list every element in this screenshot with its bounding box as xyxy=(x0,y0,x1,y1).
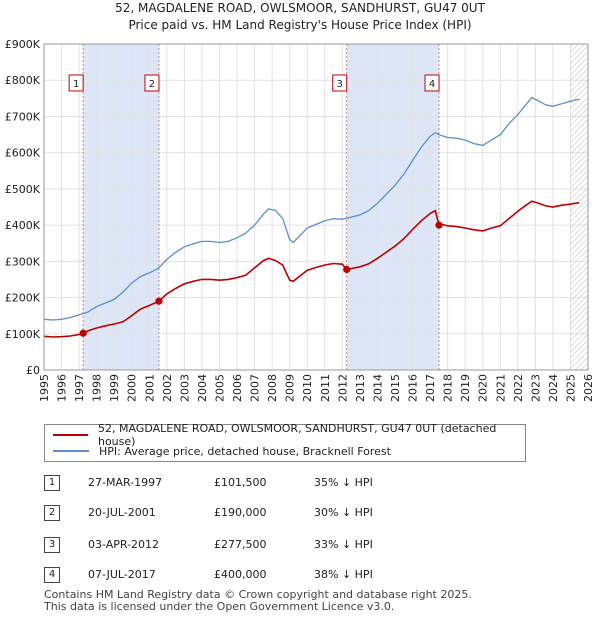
sale-marker-box xyxy=(424,74,440,92)
legend: 52, MAGDALENE ROAD, OWLSMOOR, SANDHURST,… xyxy=(44,422,526,462)
y-tick-label: £700K xyxy=(5,110,41,123)
transaction-number: 3 xyxy=(44,537,60,553)
transaction-date: 03-APR-2012 xyxy=(88,538,160,551)
x-tick-label: 2013 xyxy=(354,374,367,402)
sale-marker-box xyxy=(68,74,84,92)
y-tick-label: £300K xyxy=(5,255,41,268)
x-tick-label: 2026 xyxy=(582,374,595,402)
legend-label-property: 52, MAGDALENE ROAD, OWLSMOOR, SANDHURST,… xyxy=(97,422,497,448)
chart-subtitle: Price paid vs. HM Land Registry's House … xyxy=(128,18,472,32)
x-tick-label: 2001 xyxy=(143,374,156,402)
transaction-hpi-diff: 38% ↓ HPI xyxy=(314,568,373,581)
transaction-date: 20-JUL-2001 xyxy=(88,506,156,519)
transaction-date: 07-JUL-2017 xyxy=(88,568,156,581)
x-tick-label: 2010 xyxy=(301,374,314,402)
hpi-line xyxy=(43,96,580,321)
x-tick-label: 1997 xyxy=(73,374,86,402)
y-tick-label: £400K xyxy=(5,219,41,232)
sale-point xyxy=(155,297,163,305)
x-tick-label: 2017 xyxy=(424,374,437,402)
x-tick-label: 2018 xyxy=(442,374,455,402)
shaded-period xyxy=(83,44,159,370)
transaction-hpi-diff: 30% ↓ HPI xyxy=(314,506,373,519)
legend-item-property: 52, MAGDALENE ROAD, OWLSMOOR, SANDHURST,… xyxy=(53,422,525,448)
transaction-price: £400,000 xyxy=(214,568,267,581)
footer-licence: This data is licensed under the Open Gov… xyxy=(44,600,395,613)
forecast-hatch xyxy=(570,44,588,370)
x-tick-label: 2022 xyxy=(512,374,525,402)
transaction-number: 1 xyxy=(44,475,60,491)
sale-marker-label: 1 xyxy=(73,79,79,90)
y-tick-label: £600K xyxy=(5,147,41,160)
plot-frame xyxy=(43,43,589,371)
y-tick-label: £0 xyxy=(26,364,40,377)
x-tick-label: 2012 xyxy=(336,374,349,402)
x-tick-label: 2002 xyxy=(161,374,174,402)
legend-label-hpi: HPI: Average price, detached house, Brac… xyxy=(99,444,391,458)
x-tick-label: 2025 xyxy=(564,374,577,402)
x-tick-label: 2008 xyxy=(266,374,279,402)
x-tick-label: 2021 xyxy=(494,374,507,402)
y-tick-label: £800K xyxy=(5,74,41,87)
price-chart: 1 2 3 4 £0 £100K £200K £300K £400K £500K £600K £70… xyxy=(5,38,595,402)
x-tick-label: 2000 xyxy=(126,374,139,402)
x-tick-label: 1996 xyxy=(56,374,69,402)
legend-swatch-property xyxy=(53,434,88,436)
transaction-row: 3 03-APR-2012 £277,500 33% ↓ HPI xyxy=(44,537,564,555)
x-tick-label: 2024 xyxy=(547,374,560,402)
transaction-price: £190,000 xyxy=(214,506,267,519)
x-tick-label: 2020 xyxy=(477,374,490,402)
x-tick-label: 2016 xyxy=(407,374,420,402)
sale-marker-label: 3 xyxy=(337,79,343,90)
x-tick-label: 2003 xyxy=(178,374,191,402)
legend-item-hpi: HPI: Average price, detached house, Brac… xyxy=(53,443,391,459)
x-tick-label: 2019 xyxy=(459,374,472,402)
transaction-row: 4 07-JUL-2017 £400,000 38% ↓ HPI xyxy=(44,567,564,585)
transaction-date: 27-MAR-1997 xyxy=(88,476,163,489)
sale-marker-box xyxy=(332,74,348,92)
x-tick-label: 2005 xyxy=(213,374,226,402)
transaction-number: 2 xyxy=(44,505,60,521)
x-tick-label: 2011 xyxy=(319,374,332,402)
sale-point xyxy=(435,221,443,229)
sale-point xyxy=(79,329,87,337)
legend-swatch-hpi xyxy=(53,450,89,452)
x-tick-label: 1999 xyxy=(108,374,121,402)
transaction-price: £277,500 xyxy=(214,538,267,551)
x-tick-label: 2023 xyxy=(529,374,542,402)
y-tick-label: £100K xyxy=(5,328,41,341)
transaction-price: £101,500 xyxy=(214,476,267,489)
x-tick-label: 1995 xyxy=(38,374,51,402)
property-price-line xyxy=(43,200,580,338)
footer: Contains HM Land Registry data © Crown c… xyxy=(44,589,472,613)
transaction-hpi-diff: 33% ↓ HPI xyxy=(314,538,373,551)
transaction-row: 1 27-MAR-1997 £101,500 35% ↓ HPI xyxy=(44,475,564,493)
sale-marker-label: 2 xyxy=(149,79,155,90)
y-tick-label: £500K xyxy=(5,183,41,196)
sale-marker-box xyxy=(144,74,160,92)
x-tick-label: 2015 xyxy=(389,374,402,402)
sale-marker-label: 4 xyxy=(429,79,435,90)
sale-point xyxy=(343,265,351,274)
x-tick-label: 2014 xyxy=(371,374,384,402)
shaded-period xyxy=(346,44,440,370)
transaction-number: 4 xyxy=(44,567,60,583)
x-tick-label: 1998 xyxy=(91,374,104,402)
x-tick-label: 2006 xyxy=(231,374,244,402)
transaction-hpi-diff: 35% ↓ HPI xyxy=(314,476,373,489)
x-tick-label: 2007 xyxy=(249,374,262,402)
x-tick-label: 2004 xyxy=(196,374,209,402)
y-tick-label: £200K xyxy=(5,292,41,305)
transaction-row: 2 20-JUL-2001 £190,000 30% ↓ HPI xyxy=(44,505,564,523)
x-tick-label: 2009 xyxy=(284,374,297,402)
y-tick-label: £900K xyxy=(5,38,41,51)
chart-title: 52, MAGDALENE ROAD, OWLSMOOR, SANDHURST,… xyxy=(115,1,485,15)
footer-copyright: Contains HM Land Registry data © Crown c… xyxy=(44,588,472,601)
